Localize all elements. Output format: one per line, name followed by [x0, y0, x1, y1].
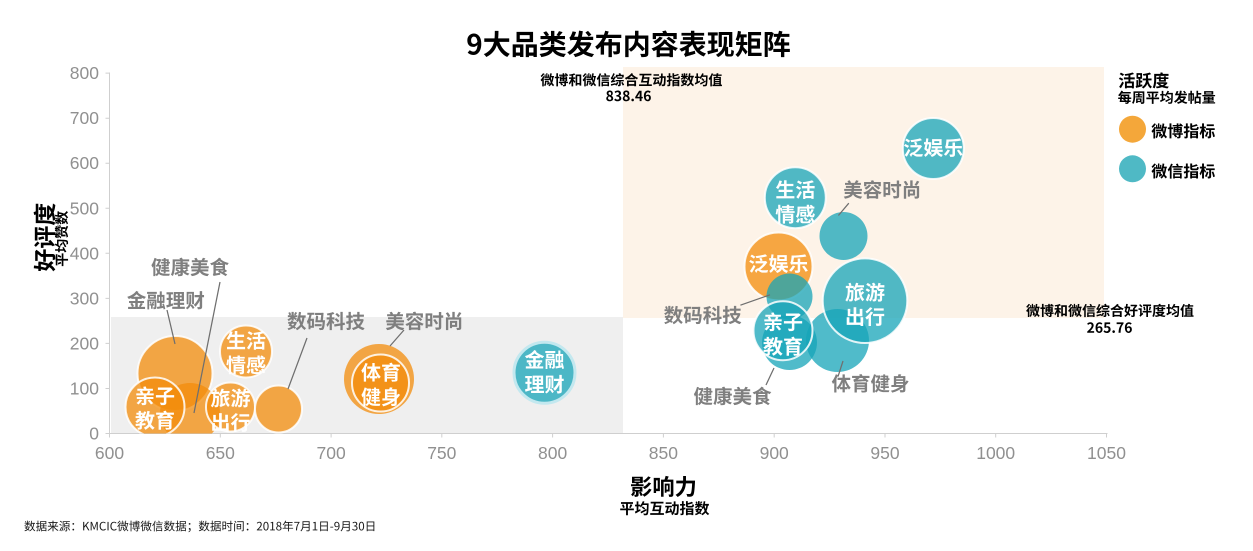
svg-text:900: 900 — [760, 443, 789, 463]
svg-text:600: 600 — [70, 153, 99, 173]
svg-text:500: 500 — [70, 198, 99, 218]
svg-text:700: 700 — [316, 443, 345, 463]
svg-text:950: 950 — [870, 443, 899, 463]
svg-text:850: 850 — [649, 443, 678, 463]
svg-text:800: 800 — [538, 443, 567, 463]
svg-text:650: 650 — [206, 443, 235, 463]
svg-text:1050: 1050 — [1087, 443, 1126, 463]
svg-text:400: 400 — [70, 243, 99, 263]
svg-text:100: 100 — [70, 379, 99, 399]
svg-text:0: 0 — [89, 424, 99, 444]
svg-text:1000: 1000 — [976, 443, 1015, 463]
svg-text:750: 750 — [427, 443, 456, 463]
svg-text:200: 200 — [70, 333, 99, 353]
svg-text:800: 800 — [70, 63, 99, 83]
svg-text:700: 700 — [70, 108, 99, 128]
svg-text:300: 300 — [70, 288, 99, 308]
svg-text:600: 600 — [95, 443, 124, 463]
